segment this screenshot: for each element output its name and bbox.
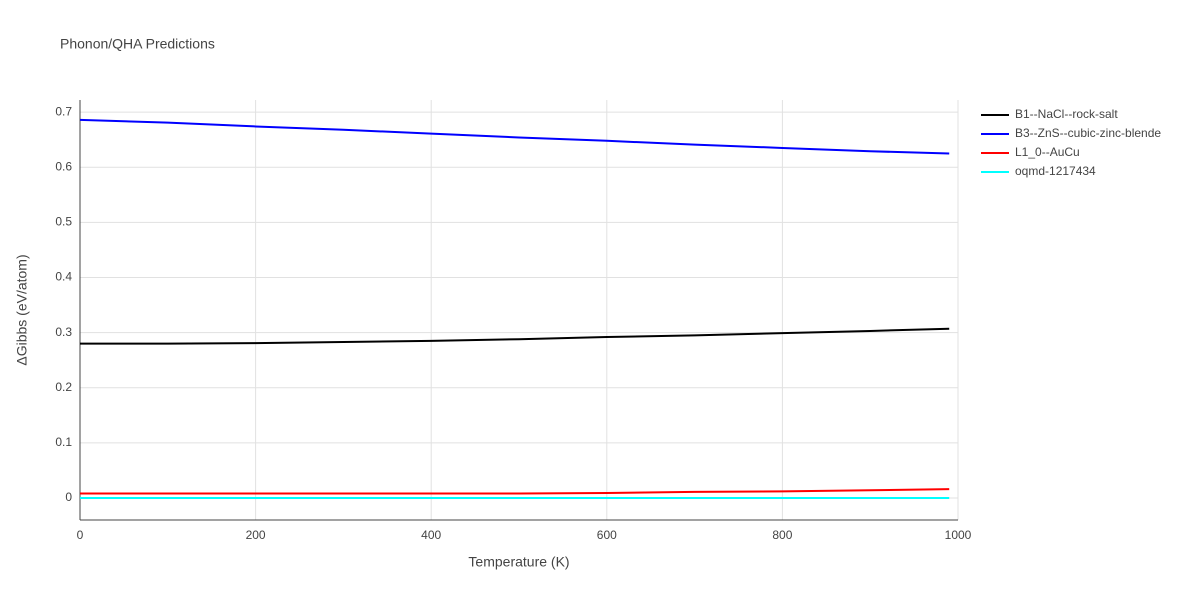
y-tick-label: 0.7 [55, 104, 72, 118]
x-tick-label: 400 [421, 528, 441, 542]
chart-title: Phonon/QHA Predictions [60, 36, 215, 52]
y-tick-label: 0.1 [55, 435, 72, 449]
x-axis-title: Temperature (K) [468, 554, 569, 570]
x-tick-label: 200 [246, 528, 266, 542]
y-tick-label: 0.5 [55, 215, 72, 229]
legend-label: L1_0--AuCu [1015, 145, 1080, 159]
line-series [79, 118, 950, 155]
x-tick-label: 0 [77, 528, 84, 542]
legend-label: B3--ZnS--cubic-zinc-blende [1015, 126, 1161, 140]
legend-label: oqmd-1217434 [1015, 164, 1096, 178]
y-tick-label: 0.2 [55, 380, 72, 394]
line-series [80, 488, 950, 495]
y-tick-label: 0.3 [55, 325, 72, 339]
x-tick-label: 600 [597, 528, 617, 542]
y-tick-label: 0.6 [55, 159, 72, 173]
y-axis-title: ΔGibbs (eV/atom) [14, 254, 30, 365]
x-tick-label: 800 [772, 528, 792, 542]
x-tick-label: 1000 [945, 528, 972, 542]
y-tick-label: 0.4 [55, 270, 72, 284]
y-tick-label: 0 [65, 490, 72, 504]
line-series [80, 327, 950, 345]
legend-label: B1--NaCl--rock-salt [1015, 107, 1118, 121]
